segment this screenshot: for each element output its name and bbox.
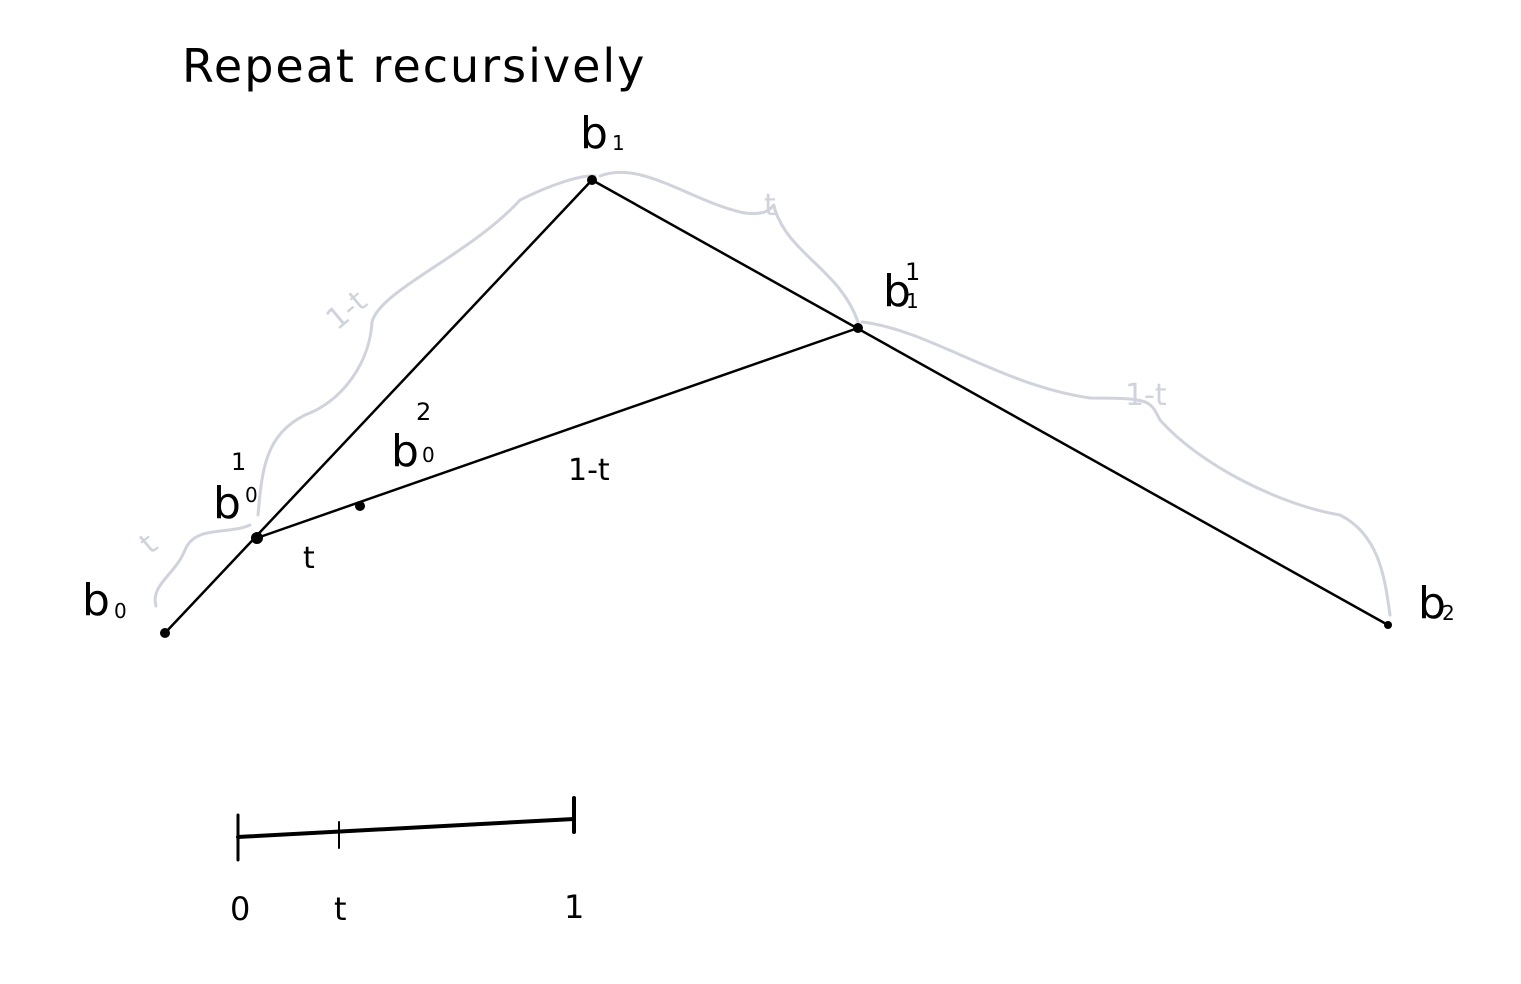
point-b2 <box>1384 621 1392 629</box>
edge-b10-b11 <box>255 326 860 540</box>
parameter-scale <box>236 796 576 862</box>
scale-label-1: 1 <box>564 888 584 926</box>
label-b2-base: b <box>1418 578 1446 629</box>
points <box>160 175 1392 638</box>
brace-labels: t 1-t t 1-t <box>133 188 1167 561</box>
label-b20-base: b <box>391 426 419 477</box>
scale-label-0: 0 <box>230 890 250 928</box>
brace-label-b11-b2: 1-t <box>1125 378 1167 413</box>
brace-b11-b2 <box>860 320 1392 617</box>
control-polygon <box>163 178 1390 635</box>
scale-line <box>236 817 576 839</box>
label-b0-base: b <box>82 575 110 626</box>
brace-label-b10-b1: 1-t <box>320 284 375 338</box>
label-b10-sup: 1 <box>231 448 246 476</box>
braces <box>153 170 1392 617</box>
brace-label-b0-b10: t <box>133 527 165 562</box>
label-b1-sub: 1 <box>612 131 625 155</box>
label-b11-sup: 1 <box>905 258 920 286</box>
brace-b0-b10 <box>153 523 252 608</box>
edge-b1-b2 <box>590 178 1390 627</box>
brace-b10-b1 <box>256 174 597 517</box>
point-labels: b 0 b 1 b 2 b 1 0 b 1 1 b 2 0 <box>82 108 1455 629</box>
segment-label-t: t <box>303 541 315 576</box>
label-b10-sub: 0 <box>245 483 258 507</box>
segment-labels: t 1-t <box>303 453 610 576</box>
point-b0 <box>160 628 170 638</box>
point-b20 <box>355 501 365 511</box>
point-b1 <box>587 175 597 185</box>
label-b20-sub: 0 <box>422 443 435 467</box>
scale-label-t: t <box>334 890 347 928</box>
label-b11-base: b <box>883 266 911 317</box>
label-b0-sub: 0 <box>114 599 127 623</box>
label-b10-base: b <box>213 478 241 529</box>
label-b1-base: b <box>580 108 608 159</box>
scale-labels: 0 t 1 <box>230 888 584 928</box>
title: Repeat recursively <box>182 39 646 93</box>
label-b11-sub: 1 <box>906 289 919 313</box>
segment-label-one-minus-t: 1-t <box>568 453 610 488</box>
edge-b0-b1 <box>163 178 594 635</box>
brace-label-b1-b11: t <box>764 188 776 223</box>
label-b20-sup: 2 <box>416 398 431 426</box>
label-b2-sub: 2 <box>1442 601 1455 625</box>
point-b10 <box>251 532 263 544</box>
brace-b1-b11 <box>598 170 860 324</box>
point-b11 <box>853 323 863 333</box>
